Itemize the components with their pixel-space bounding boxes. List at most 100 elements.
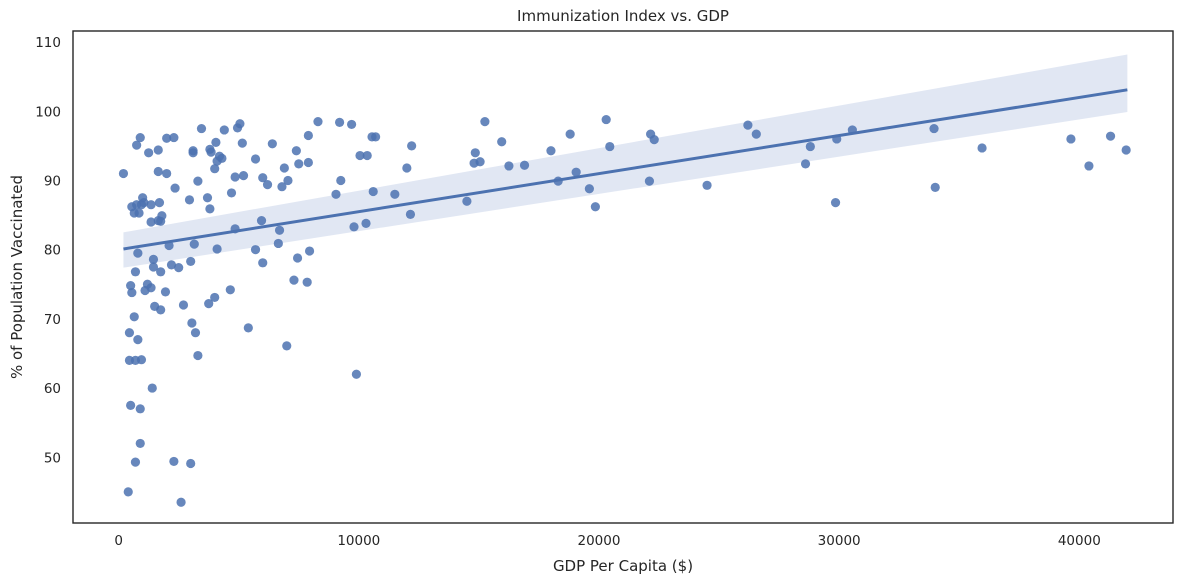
data-point bbox=[571, 167, 581, 177]
data-point bbox=[211, 137, 221, 148]
regression-line bbox=[123, 88, 1128, 251]
data-point bbox=[930, 182, 940, 192]
data-point bbox=[130, 457, 141, 467]
data-point bbox=[169, 456, 179, 467]
y-tick-label: 50 bbox=[44, 450, 61, 466]
data-point bbox=[407, 141, 417, 151]
data-point bbox=[174, 263, 184, 273]
data-point bbox=[258, 173, 268, 183]
data-points bbox=[118, 114, 1131, 507]
data-point bbox=[584, 184, 594, 194]
data-point bbox=[166, 260, 177, 270]
data-point bbox=[243, 323, 253, 333]
data-point bbox=[132, 140, 142, 150]
data-point bbox=[193, 176, 203, 186]
data-point bbox=[347, 119, 357, 130]
data-point bbox=[212, 244, 222, 254]
data-point bbox=[277, 182, 287, 192]
data-point bbox=[162, 133, 172, 143]
data-point bbox=[187, 318, 197, 328]
data-point bbox=[146, 200, 156, 210]
data-point bbox=[1066, 134, 1076, 144]
data-point bbox=[274, 225, 285, 235]
data-point bbox=[644, 176, 655, 186]
data-point bbox=[202, 193, 213, 203]
data-point bbox=[565, 129, 575, 139]
data-point bbox=[304, 246, 315, 256]
data-point bbox=[217, 153, 227, 163]
data-point bbox=[178, 300, 189, 310]
data-point bbox=[162, 168, 172, 179]
data-point bbox=[126, 400, 136, 410]
data-point bbox=[225, 285, 235, 295]
data-point bbox=[127, 287, 137, 298]
data-point bbox=[134, 208, 144, 218]
data-point bbox=[303, 130, 313, 141]
data-point bbox=[147, 383, 157, 393]
data-point bbox=[176, 497, 186, 507]
data-point bbox=[1084, 161, 1094, 171]
data-point bbox=[475, 157, 485, 167]
data-point bbox=[368, 186, 378, 197]
y-axis-ticks: 50 60 70 80 90 100 110 bbox=[35, 35, 61, 466]
data-point bbox=[649, 135, 659, 145]
data-point bbox=[405, 209, 416, 219]
data-point bbox=[186, 458, 196, 469]
data-point bbox=[148, 254, 159, 264]
y-axis-label: % of Population Vaccinated bbox=[8, 175, 26, 379]
data-point bbox=[133, 335, 143, 345]
data-point bbox=[133, 248, 143, 258]
data-point bbox=[156, 305, 166, 315]
data-point bbox=[126, 281, 136, 291]
data-point bbox=[258, 258, 268, 268]
data-point bbox=[196, 123, 207, 134]
data-point bbox=[184, 195, 195, 205]
data-point bbox=[160, 287, 171, 297]
data-point bbox=[361, 218, 371, 228]
x-tick-label: 40000 bbox=[1058, 533, 1101, 549]
data-point bbox=[1105, 131, 1116, 141]
data-point bbox=[480, 117, 490, 127]
data-point bbox=[250, 154, 261, 164]
data-point bbox=[355, 150, 365, 161]
confidence-band bbox=[123, 54, 1128, 268]
data-point bbox=[504, 161, 514, 171]
data-point bbox=[267, 139, 277, 149]
data-point bbox=[226, 188, 237, 198]
data-point bbox=[805, 141, 815, 152]
data-point bbox=[153, 145, 163, 155]
data-point bbox=[136, 355, 147, 365]
data-point bbox=[977, 143, 987, 153]
data-point bbox=[546, 146, 556, 156]
data-point bbox=[238, 171, 249, 181]
data-point bbox=[205, 204, 215, 214]
x-tick-label: 0 bbox=[114, 533, 123, 549]
data-point bbox=[303, 157, 313, 168]
data-point bbox=[929, 123, 939, 134]
data-point bbox=[169, 132, 179, 143]
data-point bbox=[148, 262, 159, 272]
data-point bbox=[146, 283, 156, 293]
data-point bbox=[282, 341, 292, 351]
data-point bbox=[331, 189, 341, 199]
data-point bbox=[219, 125, 229, 135]
data-point bbox=[157, 211, 167, 221]
plot-area bbox=[118, 54, 1131, 507]
data-point bbox=[283, 175, 293, 186]
data-point bbox=[190, 328, 201, 338]
data-point bbox=[210, 164, 220, 174]
data-point bbox=[230, 172, 240, 182]
data-point bbox=[751, 129, 761, 139]
data-point bbox=[189, 239, 199, 249]
data-point bbox=[292, 253, 303, 263]
data-point bbox=[279, 163, 289, 173]
y-tick-label: 100 bbox=[35, 104, 61, 120]
data-point bbox=[390, 189, 400, 199]
chart-title: Immunization Index vs. GDP bbox=[517, 7, 729, 25]
data-point bbox=[601, 114, 611, 125]
data-point bbox=[186, 256, 196, 267]
data-point bbox=[135, 438, 145, 449]
data-point bbox=[193, 350, 203, 361]
y-tick-label: 70 bbox=[44, 312, 61, 328]
data-point bbox=[830, 198, 841, 208]
